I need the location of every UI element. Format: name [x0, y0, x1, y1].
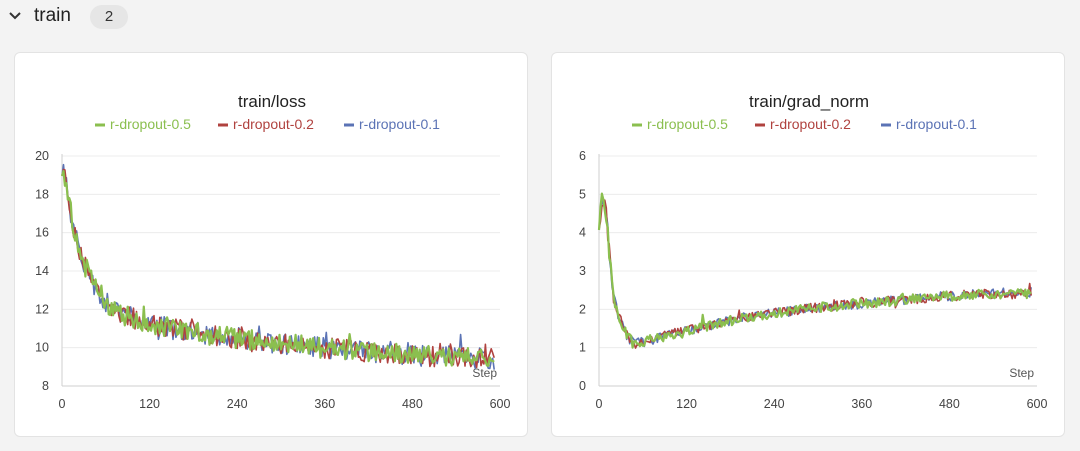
grad-norm-chart: train/grad_norm r-dropout-0.5 r-dropout-0.… — [579, 92, 1048, 411]
y-tick-label: 0 — [579, 379, 586, 393]
series-line-r-dropout-0.2 — [598, 199, 1032, 349]
y-tick-label: 1 — [579, 341, 586, 355]
legend-item: r-dropout-0.1 — [896, 116, 977, 132]
x-axis-label: Step — [472, 366, 497, 380]
series-line-r-dropout-0.5 — [60, 169, 495, 367]
legend-item: r-dropout-0.5 — [647, 116, 728, 132]
y-tick-label: 12 — [35, 302, 49, 316]
chart-card-loss[interactable]: train/loss r-dropout-0.5 r-dropout-0.2 r-dr… — [14, 52, 528, 437]
x-tick-label: 360 — [851, 397, 872, 411]
y-tick-label: 3 — [579, 264, 586, 278]
x-axis-label: Step — [1009, 366, 1034, 380]
section-title: train — [34, 5, 71, 26]
x-tick-label: 120 — [676, 397, 697, 411]
y-tick-label: 20 — [35, 149, 49, 163]
x-tick-label: 0 — [596, 397, 603, 411]
y-tick-label: 8 — [42, 379, 49, 393]
count-badge: 2 — [90, 5, 128, 29]
legend-item: r-dropout-0.5 — [110, 116, 191, 132]
chevron-down-icon[interactable] — [8, 9, 22, 23]
section-header[interactable]: train 2 — [0, 0, 1080, 34]
x-tick-label: 240 — [764, 397, 785, 411]
chart-title: train/grad_norm — [749, 92, 869, 111]
legend-item: r-dropout-0.2 — [770, 116, 851, 132]
y-tick-label: 6 — [579, 149, 586, 163]
x-tick-label: 120 — [139, 397, 160, 411]
x-tick-label: 480 — [939, 397, 960, 411]
y-tick-label: 14 — [35, 264, 49, 278]
series-line-r-dropout-0.1 — [598, 196, 1032, 348]
y-tick-label: 10 — [35, 341, 49, 355]
series-line-r-dropout-0.5 — [597, 192, 1032, 349]
y-tick-label: 18 — [35, 187, 49, 201]
legend-item: r-dropout-0.1 — [359, 116, 440, 132]
x-tick-label: 480 — [402, 397, 423, 411]
loss-chart: train/loss r-dropout-0.5 r-dropout-0.2 r-dr… — [35, 92, 511, 411]
x-tick-label: 0 — [59, 397, 66, 411]
x-tick-label: 360 — [314, 397, 335, 411]
y-tick-label: 16 — [35, 226, 49, 240]
chart-title: train/loss — [238, 92, 306, 111]
y-tick-label: 2 — [579, 302, 586, 316]
chart-card-grad-norm[interactable]: train/grad_norm r-dropout-0.5 r-dropout-0.… — [551, 52, 1065, 437]
x-tick-label: 600 — [1027, 397, 1048, 411]
x-tick-label: 240 — [227, 397, 248, 411]
x-tick-label: 600 — [490, 397, 511, 411]
y-tick-label: 4 — [579, 226, 586, 240]
legend-item: r-dropout-0.2 — [233, 116, 314, 132]
y-tick-label: 5 — [579, 187, 586, 201]
